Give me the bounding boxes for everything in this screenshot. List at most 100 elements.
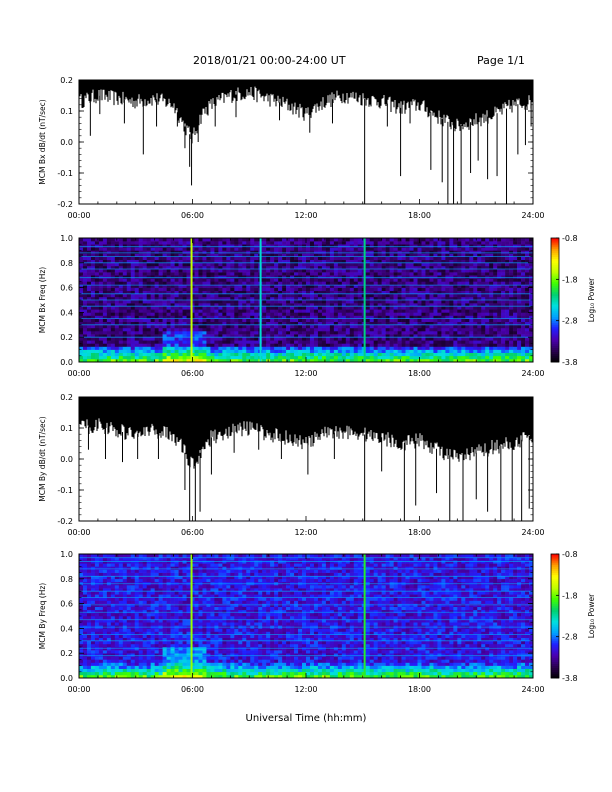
spectrogram-cell <box>441 303 446 307</box>
spectrogram-cell <box>525 318 530 322</box>
spectrogram-cell <box>250 327 255 332</box>
spectrogram-cell <box>389 247 394 251</box>
spectrogram-cell <box>278 253 283 257</box>
spectrogram-cell <box>477 265 482 270</box>
spectrogram-cell <box>146 340 151 344</box>
spectrogram-cell <box>437 318 442 322</box>
spectrogram-cell <box>166 318 171 322</box>
spectrogram-cell <box>294 278 299 282</box>
spectrogram-cell <box>302 247 307 251</box>
spectrogram-cell <box>162 259 167 264</box>
spectrogram-cell <box>218 241 223 245</box>
spectrogram-cell <box>282 306 287 310</box>
spectrogram-cell <box>214 358 219 363</box>
spectrogram-cell <box>513 355 518 360</box>
spectrogram-cell <box>421 293 426 298</box>
spectrogram-cell <box>182 293 187 298</box>
spectrogram-cell <box>521 300 526 304</box>
spectrogram-cell <box>222 256 227 260</box>
spectrogram-cell <box>509 293 514 298</box>
spectrogram-cell <box>317 321 323 326</box>
spectrogram-cell <box>329 315 335 319</box>
spectrogram-cell <box>214 309 219 313</box>
spectrogram-cell <box>365 256 371 260</box>
spectrogram-cell <box>162 241 167 245</box>
spectrogram-cell <box>477 300 482 304</box>
spectrogram-cell <box>190 321 195 326</box>
spectrogram-cell <box>126 324 132 329</box>
spectrogram-cell <box>242 355 247 360</box>
spectrogram-cell <box>222 293 227 298</box>
spectrogram-cell <box>389 275 394 279</box>
spectrogram-cell <box>114 327 120 332</box>
spectrogram-cell <box>226 321 231 326</box>
spectrogram-cell <box>505 337 510 341</box>
spectrogram-cell <box>513 250 518 254</box>
spectrogram-cell <box>226 355 231 360</box>
spectrogram-cell <box>174 296 179 301</box>
spectrogram-cell <box>90 269 96 273</box>
spectrogram-cell <box>150 256 155 260</box>
spectrogram-cell <box>214 284 219 288</box>
spectrogram-cell <box>309 349 315 353</box>
spectrogram-cell <box>429 324 434 329</box>
spectrogram-cell <box>79 247 84 251</box>
spectrogram-cell <box>357 309 363 313</box>
spectrogram-cell <box>409 331 414 335</box>
spectrogram-cell <box>282 296 287 301</box>
spectrogram-cell <box>397 337 402 341</box>
spectrogram-cell <box>270 259 275 264</box>
spectrogram-cell <box>230 247 235 251</box>
spectrogram-cell <box>162 340 167 344</box>
spectrogram-cell <box>321 262 327 267</box>
spectrogram-cell <box>337 272 343 276</box>
spectrogram-cell <box>341 343 347 347</box>
spectrogram-cell <box>413 334 418 338</box>
spectrogram-cell <box>321 253 327 257</box>
spectrogram-cell <box>433 272 438 276</box>
spectrogram-cell <box>325 334 331 338</box>
spectrogram-cell <box>182 256 187 260</box>
spectrogram-cell <box>274 343 279 347</box>
spectrogram-cell <box>429 343 434 347</box>
spectrogram-cell <box>509 259 514 264</box>
spectrogram-cell <box>353 262 359 267</box>
spectrogram-cell <box>190 346 195 350</box>
spectrogram-cell <box>218 349 223 353</box>
spectrogram-cell <box>421 303 426 307</box>
spectrogram-cell <box>489 241 494 245</box>
spectrogram-cell <box>102 262 108 267</box>
spectrogram-cell <box>317 318 323 322</box>
spectrogram-cell <box>238 272 243 276</box>
spectrogram-cell <box>405 337 410 341</box>
spectrogram-cell <box>270 300 275 304</box>
spectrogram-cell <box>294 296 299 301</box>
spectrogram-cell <box>405 250 410 254</box>
spectrogram-cell <box>186 352 191 357</box>
spectrogram-cell <box>290 340 295 344</box>
spectrogram-cell <box>357 355 363 360</box>
spectrogram-cell <box>214 340 219 344</box>
spectrogram-cell <box>242 312 247 316</box>
spectrogram-cell <box>321 284 327 288</box>
spectrogram-cell <box>501 340 506 344</box>
spectrogram-cell <box>365 296 371 301</box>
spectrogram-cell <box>333 238 339 242</box>
spectrogram-cell <box>409 343 414 347</box>
spectrogram-cell <box>517 293 522 298</box>
spectrogram-cell <box>238 241 243 245</box>
spectrogram-cell <box>457 265 462 270</box>
spectrogram-cell <box>298 343 303 347</box>
spectrogram-cell <box>190 312 195 316</box>
spectrogram-cell <box>453 324 458 329</box>
spectrogram-cell <box>409 300 414 304</box>
colorbar-swatch <box>551 320 559 324</box>
spectrogram-cell <box>242 278 247 282</box>
spectrogram-cell <box>529 244 534 248</box>
spectrogram-cell <box>461 262 466 267</box>
spectrogram-cell <box>174 259 179 264</box>
spectrogram-cell <box>198 334 203 338</box>
spectrogram-cell <box>94 309 100 313</box>
spectrogram-cell <box>321 306 327 310</box>
spectrogram-cell <box>154 346 159 350</box>
